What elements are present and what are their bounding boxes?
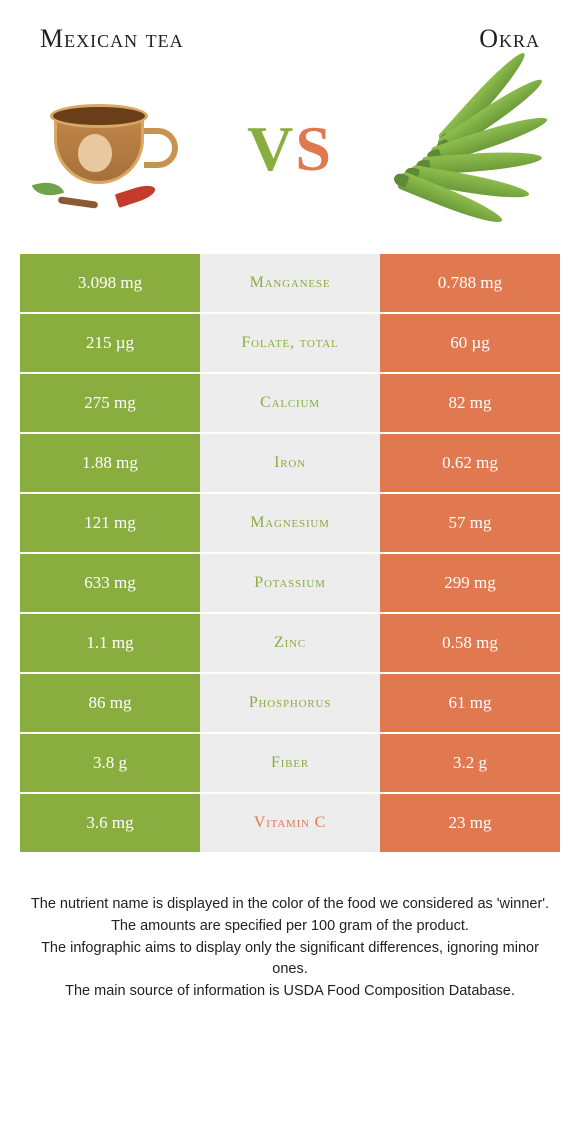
right-food-image — [396, 79, 556, 219]
okra-icon — [396, 79, 556, 219]
header: Mexican tea Okra — [0, 0, 580, 64]
left-value: 633 mg — [20, 554, 200, 612]
teacup-icon — [44, 94, 164, 204]
nutrient-label: Vitamin C — [200, 794, 380, 852]
right-food-title: Okra — [479, 24, 540, 54]
nutrient-label: Potassium — [200, 554, 380, 612]
nutrient-label: Zinc — [200, 614, 380, 672]
table-row: 1.88 mgIron0.62 mg — [20, 434, 560, 492]
nutrient-label: Calcium — [200, 374, 380, 432]
table-row: 275 mgCalcium82 mg — [20, 374, 560, 432]
table-row: 3.8 gFiber3.2 g — [20, 734, 560, 792]
left-value: 215 µg — [20, 314, 200, 372]
right-value: 23 mg — [380, 794, 560, 852]
footer-line: The main source of information is USDA F… — [30, 981, 550, 1003]
left-value: 1.88 mg — [20, 434, 200, 492]
footer-line: The infographic aims to display only the… — [30, 938, 550, 982]
right-value: 3.2 g — [380, 734, 560, 792]
left-value: 3.6 mg — [20, 794, 200, 852]
vs-label: VS — [247, 117, 333, 181]
left-value: 1.1 mg — [20, 614, 200, 672]
right-value: 60 µg — [380, 314, 560, 372]
table-row: 1.1 mgZinc0.58 mg — [20, 614, 560, 672]
right-value: 57 mg — [380, 494, 560, 552]
left-value: 3.8 g — [20, 734, 200, 792]
table-row: 3.098 mgManganese0.788 mg — [20, 254, 560, 312]
right-value: 299 mg — [380, 554, 560, 612]
nutrient-table: 3.098 mgManganese0.788 mg215 µgFolate, t… — [20, 254, 560, 852]
right-value: 0.62 mg — [380, 434, 560, 492]
left-value: 121 mg — [20, 494, 200, 552]
footer-line: The amounts are specified per 100 gram o… — [30, 916, 550, 938]
left-food-title: Mexican tea — [40, 24, 184, 54]
table-row: 3.6 mgVitamin C23 mg — [20, 794, 560, 852]
right-value: 61 mg — [380, 674, 560, 732]
vs-s: S — [295, 113, 333, 184]
nutrient-label: Magnesium — [200, 494, 380, 552]
nutrient-label: Fiber — [200, 734, 380, 792]
nutrient-label: Iron — [200, 434, 380, 492]
images-row: VS — [0, 64, 580, 254]
table-row: 86 mgPhosphorus61 mg — [20, 674, 560, 732]
left-food-image — [24, 79, 184, 219]
nutrient-label: Folate, total — [200, 314, 380, 372]
right-value: 82 mg — [380, 374, 560, 432]
left-value: 3.098 mg — [20, 254, 200, 312]
nutrient-label: Phosphorus — [200, 674, 380, 732]
right-value: 0.58 mg — [380, 614, 560, 672]
left-value: 275 mg — [20, 374, 200, 432]
left-value: 86 mg — [20, 674, 200, 732]
footer-notes: The nutrient name is displayed in the co… — [0, 854, 580, 1003]
table-row: 633 mgPotassium299 mg — [20, 554, 560, 612]
table-row: 215 µgFolate, total60 µg — [20, 314, 560, 372]
table-row: 121 mgMagnesium57 mg — [20, 494, 560, 552]
right-value: 0.788 mg — [380, 254, 560, 312]
nutrient-label: Manganese — [200, 254, 380, 312]
footer-line: The nutrient name is displayed in the co… — [30, 894, 550, 916]
vs-v: V — [247, 113, 295, 184]
